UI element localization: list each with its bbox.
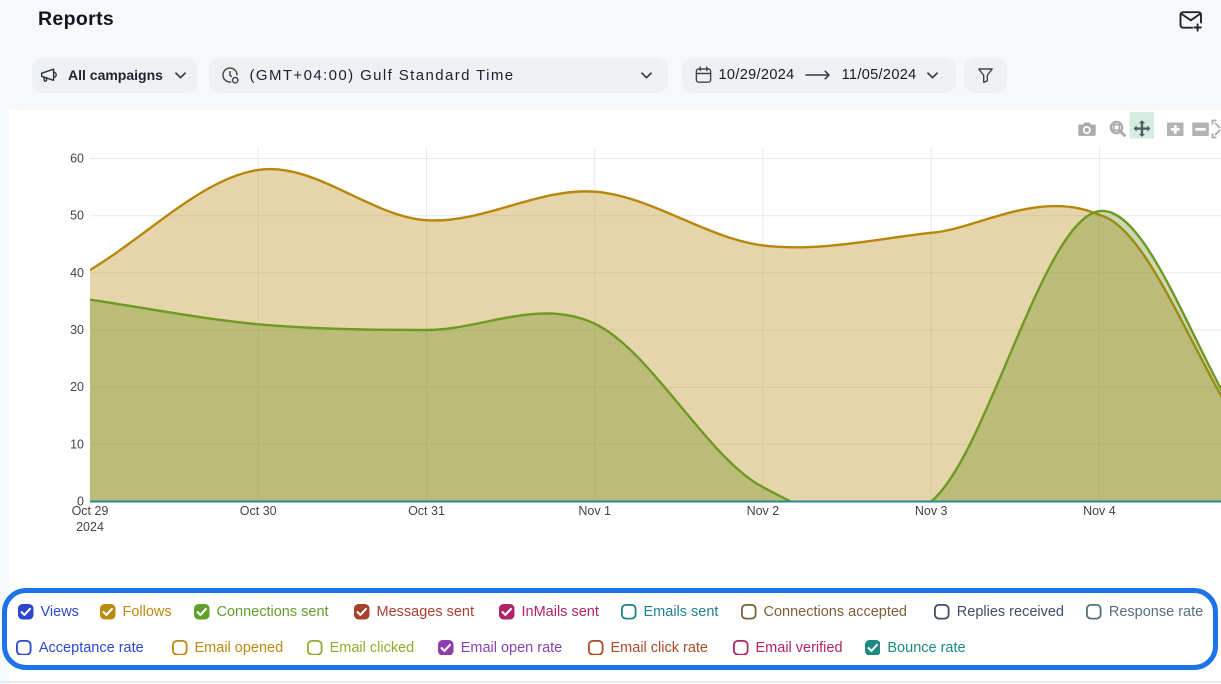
svg-text:2024: 2024 [76,520,104,534]
svg-text:Nov 2: Nov 2 [747,504,780,518]
svg-text:Oct 29: Oct 29 [72,504,109,518]
svg-text:Nov 1: Nov 1 [578,504,611,518]
svg-text:50: 50 [70,209,84,223]
svg-text:Oct 30: Oct 30 [240,504,277,518]
svg-text:Nov 4: Nov 4 [1083,504,1116,518]
svg-text:0: 0 [77,495,84,509]
svg-text:Oct 31: Oct 31 [408,504,445,518]
svg-text:30: 30 [70,323,84,337]
svg-text:40: 40 [70,266,84,280]
svg-text:10: 10 [70,437,84,451]
svg-text:60: 60 [70,152,84,166]
svg-text:Nov 3: Nov 3 [915,504,948,518]
svg-text:20: 20 [70,380,84,394]
